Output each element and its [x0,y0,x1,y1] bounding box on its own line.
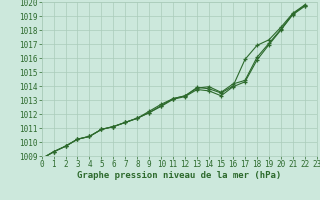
X-axis label: Graphe pression niveau de la mer (hPa): Graphe pression niveau de la mer (hPa) [77,171,281,180]
